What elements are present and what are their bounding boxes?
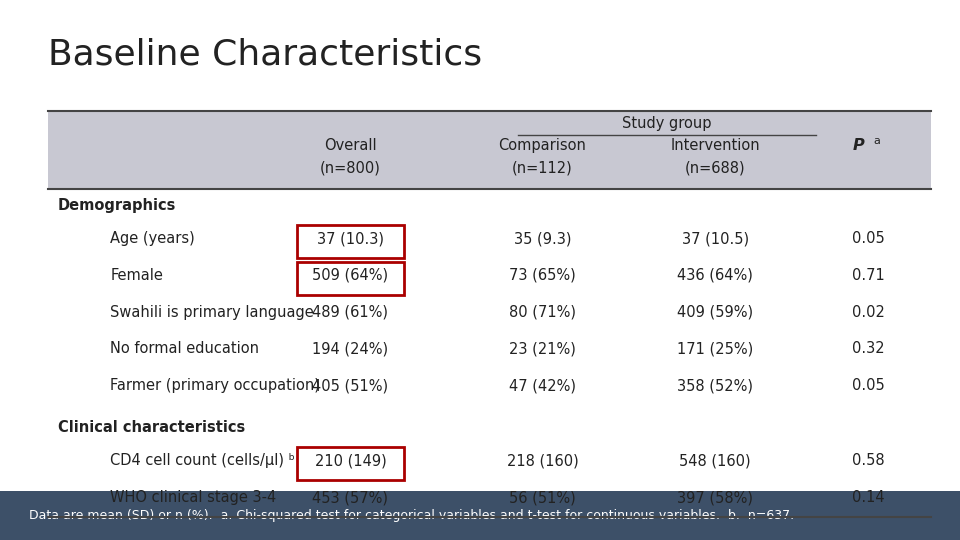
Text: No formal education: No formal education (110, 341, 259, 356)
Text: Female: Female (110, 268, 163, 283)
Text: Overall: Overall (324, 138, 376, 153)
Text: Data are mean (SD) or n (%).  a. Chi-squared test for categorical variables and : Data are mean (SD) or n (%). a. Chi-squa… (29, 509, 794, 522)
Text: 509 (64%): 509 (64%) (312, 268, 389, 283)
Text: 0.58: 0.58 (852, 454, 885, 468)
Text: 405 (51%): 405 (51%) (312, 378, 389, 393)
Text: 0.32: 0.32 (852, 341, 885, 356)
Text: 210 (149): 210 (149) (315, 454, 386, 468)
Text: Comparison: Comparison (498, 138, 587, 153)
Text: 453 (57%): 453 (57%) (312, 490, 389, 505)
Text: CD4 cell count (cells/μl) ᵇ: CD4 cell count (cells/μl) ᵇ (110, 454, 296, 468)
Text: 0.05: 0.05 (852, 231, 885, 246)
Text: 56 (51%): 56 (51%) (509, 490, 576, 505)
Text: a: a (874, 136, 880, 146)
Text: Demographics: Demographics (58, 198, 176, 213)
Text: Clinical characteristics: Clinical characteristics (58, 420, 245, 435)
Text: 47 (42%): 47 (42%) (509, 378, 576, 393)
Text: P: P (852, 138, 864, 153)
Text: 35 (9.3): 35 (9.3) (514, 231, 571, 246)
Text: 0.05: 0.05 (852, 378, 885, 393)
Text: (n=112): (n=112) (512, 160, 573, 176)
Text: 218 (160): 218 (160) (507, 454, 578, 468)
Bar (48, 111, 931, 189)
Text: 37 (10.5): 37 (10.5) (682, 231, 749, 246)
Text: 194 (24%): 194 (24%) (312, 341, 389, 356)
Text: Swahili is primary language: Swahili is primary language (110, 305, 314, 320)
Text: WHO clinical stage 3-4: WHO clinical stage 3-4 (110, 490, 276, 505)
Text: Age (years): Age (years) (110, 231, 195, 246)
Bar (0, 491, 960, 540)
Text: 548 (160): 548 (160) (680, 454, 751, 468)
Text: 358 (52%): 358 (52%) (677, 378, 754, 393)
Text: Farmer (primary occupation): Farmer (primary occupation) (110, 378, 321, 393)
Text: Intervention: Intervention (670, 138, 760, 153)
Text: (n=688): (n=688) (684, 160, 746, 176)
Text: 171 (25%): 171 (25%) (677, 341, 754, 356)
Text: 436 (64%): 436 (64%) (677, 268, 754, 283)
Text: (n=800): (n=800) (320, 160, 381, 176)
Text: 23 (21%): 23 (21%) (509, 341, 576, 356)
Text: Baseline Characteristics: Baseline Characteristics (48, 38, 482, 72)
Text: 0.02: 0.02 (852, 305, 885, 320)
Text: 80 (71%): 80 (71%) (509, 305, 576, 320)
Text: 37 (10.3): 37 (10.3) (317, 231, 384, 246)
Text: 489 (61%): 489 (61%) (312, 305, 389, 320)
Text: 409 (59%): 409 (59%) (677, 305, 754, 320)
Text: 73 (65%): 73 (65%) (509, 268, 576, 283)
Text: 0.14: 0.14 (852, 490, 885, 505)
Text: 0.71: 0.71 (852, 268, 885, 283)
Text: Study group: Study group (622, 116, 712, 131)
Text: 397 (58%): 397 (58%) (677, 490, 754, 505)
